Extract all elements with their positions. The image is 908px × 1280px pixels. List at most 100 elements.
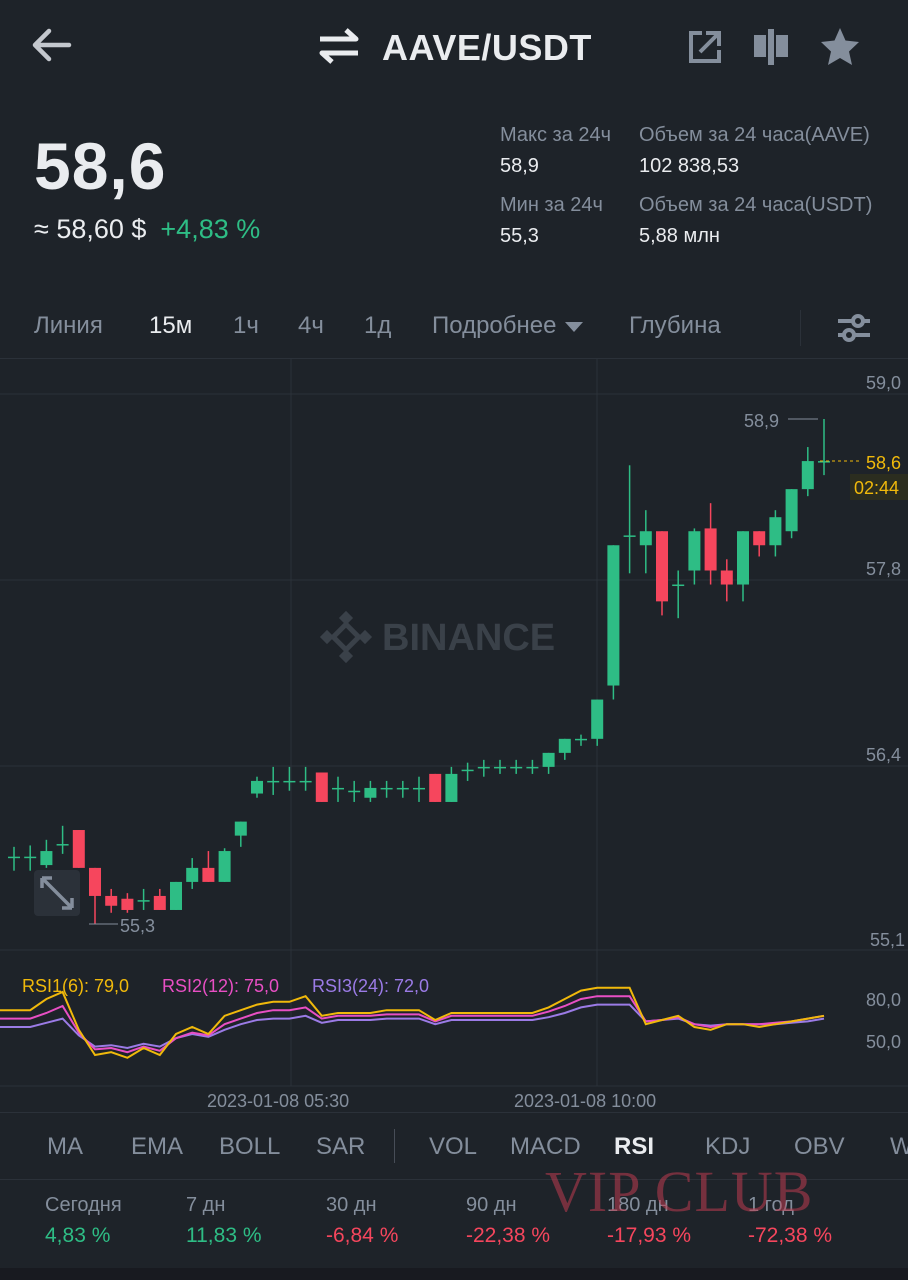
candle-body [72, 830, 85, 868]
candle-body [591, 699, 604, 739]
candle [8, 846, 20, 871]
indicator-tabs: MA EMA BOLL SAR VOL MACD RSI KDJ OBV W [0, 1112, 908, 1180]
indicator-tab-vol[interactable]: VOL [429, 1133, 478, 1160]
performance-row: Сегодня 4,83 % 7 дн 11,83 % 30 дн -6,84 … [0, 1180, 908, 1280]
perf-value-90d: -22,38 % [466, 1224, 551, 1247]
indicator-tab-sar[interactable]: SAR [316, 1133, 366, 1160]
high-marker: 58,9 [744, 411, 818, 431]
candle-body [89, 867, 101, 896]
low-marker-label: 55,3 [120, 916, 155, 936]
indicator-tab-ema[interactable]: EMA [131, 1133, 184, 1160]
candle-body [137, 900, 150, 902]
candle-body [607, 545, 620, 686]
candle-body [672, 584, 685, 587]
vol-base-value: 102 838,53 [639, 155, 740, 177]
price-label-2: 57,8 [866, 559, 901, 579]
indicator-tab-boll[interactable]: BOLL [219, 1133, 281, 1160]
tab-depth[interactable]: Глубина [629, 312, 721, 339]
perf-value-today: 4,83 % [45, 1224, 111, 1247]
perf-value-30d: -6,84 % [326, 1224, 399, 1247]
candle [153, 888, 166, 910]
candle-body [396, 787, 409, 790]
expand-chart-icon[interactable] [34, 870, 80, 916]
indicator-tab-rsi[interactable]: RSI [614, 1133, 655, 1160]
candle [251, 776, 263, 798]
indicator-tab-kdj[interactable]: KDJ [705, 1133, 751, 1160]
candle-body [769, 517, 782, 546]
candle [737, 531, 749, 602]
candle-body [283, 780, 296, 783]
countdown-label: 02:44 [854, 478, 899, 498]
price-sub-row: ≈ 58,60 $ +4,83 % [34, 214, 260, 245]
candle [380, 780, 393, 798]
rsi-label-50: 50,0 [866, 1032, 901, 1052]
high-24h-label: Макс за 24ч [500, 124, 612, 146]
candle-body [8, 856, 20, 859]
candle [234, 821, 247, 847]
candle [364, 780, 377, 802]
candle-body [24, 856, 37, 859]
star-icon[interactable] [817, 24, 863, 70]
candlestick-chart-svg[interactable]: BINANCE 59,0 57,8 56,4 55,1 58,9 55,3 58… [0, 358, 908, 1110]
candle-body [542, 752, 555, 767]
candle [218, 848, 231, 882]
candle-body [202, 867, 215, 882]
candle-body [639, 531, 652, 546]
tab-more[interactable]: Подробнее [432, 312, 584, 340]
rsi-legend: RSI1(6): 79,0 RSI2(12): 75,0 RSI3(24): 7… [22, 976, 429, 996]
tab-4h[interactable]: 4ч [298, 312, 324, 339]
tab-1d[interactable]: 1д [364, 312, 392, 339]
candle [170, 881, 182, 910]
vol-quote-value: 5,88 млн [639, 225, 720, 247]
candle-body [267, 780, 280, 783]
pair-title: AAVE/USDT [382, 27, 592, 68]
candle-body [704, 528, 717, 571]
price-label-1: 59,0 [866, 373, 901, 393]
candle-body [56, 844, 69, 846]
binance-watermark-text: BINANCE [382, 617, 555, 659]
candle [753, 531, 766, 557]
candle [89, 867, 101, 924]
tab-1h[interactable]: 1ч [233, 312, 259, 339]
time-axis-labels: 2023-01-08 05:30 2023-01-08 10:00 [207, 1091, 656, 1110]
candle [283, 766, 296, 791]
chart-settings-icon[interactable] [834, 310, 874, 346]
perf-label-90d: 90 дн [466, 1194, 517, 1216]
candle [623, 465, 636, 574]
indicator-separator [394, 1129, 395, 1163]
candle [137, 888, 150, 910]
candle [607, 545, 620, 700]
tab-15m[interactable]: 15м [149, 312, 193, 339]
pair-selector[interactable]: AAVE/USDT [318, 22, 592, 74]
layout-icon[interactable] [750, 26, 792, 68]
tab-line[interactable]: Линия [34, 312, 103, 339]
perf-value-180d: -17,93 % [607, 1224, 692, 1247]
timeframe-tabs: Линия 15м 1ч 4ч 1д Подробнее Глубина [0, 300, 908, 359]
price-chart[interactable]: BINANCE 59,0 57,8 56,4 55,1 58,9 55,3 58… [0, 358, 908, 1110]
share-icon[interactable] [684, 26, 726, 68]
indicator-tab-ma[interactable]: MA [47, 1133, 83, 1160]
candle-body [737, 531, 749, 585]
candle [801, 447, 814, 497]
swap-icon [318, 27, 360, 70]
candle [769, 510, 782, 557]
candle-body [461, 769, 474, 772]
rsi2-legend: RSI2(12): 75,0 [162, 976, 279, 996]
candle [40, 839, 53, 868]
indicator-tab-w[interactable]: W [890, 1133, 908, 1160]
indicator-tab-macd[interactable]: MACD [510, 1133, 581, 1160]
current-price-label: 58,6 [866, 453, 901, 473]
back-arrow-icon[interactable] [28, 24, 76, 66]
candle [818, 419, 830, 476]
rsi1-legend: RSI1(6): 79,0 [22, 976, 129, 996]
indicator-tab-obv[interactable]: OBV [794, 1133, 845, 1160]
price-change: +4,83 % [160, 214, 261, 244]
current-price-marker: 58,6 02:44 [820, 453, 908, 500]
candle-body [413, 787, 425, 790]
candle-body [818, 461, 830, 463]
candle [348, 780, 361, 802]
candle-body [558, 738, 571, 753]
candle [542, 752, 555, 774]
candle-body [234, 821, 247, 836]
candle-body [348, 790, 361, 793]
